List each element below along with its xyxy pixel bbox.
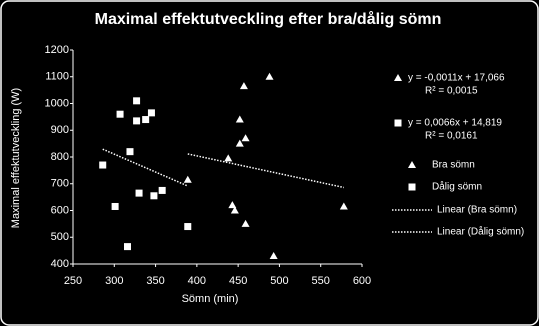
triangle-marker: [239, 82, 248, 90]
x-axis-label: Sömn (min): [182, 293, 239, 305]
triangle-marker: [408, 161, 416, 168]
square-marker: [116, 110, 124, 118]
triangle-marker: [339, 202, 348, 210]
y-tick-label: 1200: [45, 44, 69, 56]
x-tick-label: 500: [270, 275, 288, 287]
trend-equation: y = 0,0066x + 14,819: [408, 118, 502, 129]
y-tick-label: 1000: [45, 97, 69, 109]
triangle-marker: [265, 72, 274, 80]
chart-title: Maximal effektutveckling efter bra/dålig…: [95, 10, 442, 28]
x-tick-label: 350: [146, 275, 164, 287]
square-marker: [150, 192, 158, 200]
square-marker: [394, 119, 402, 127]
legend-label: Dålig sömn: [432, 181, 482, 193]
x-tick-label: 600: [353, 275, 371, 287]
square-marker: [135, 189, 143, 197]
y-axis-label: Maximal effektutveckling (W): [10, 88, 22, 228]
triangle-marker: [241, 134, 250, 142]
x-tick-label: 300: [105, 275, 123, 287]
legend-trend-label: Linear (Dålig sömn): [437, 226, 524, 238]
triangle-marker: [183, 175, 192, 183]
trend-r2: R² = 0,0015: [425, 86, 478, 97]
legend-label: Bra sömn: [432, 160, 475, 171]
x-tick-label: 550: [312, 275, 330, 287]
triangle-marker: [228, 201, 237, 209]
y-tick-label: 500: [51, 231, 69, 243]
y-tick-label: 1100: [45, 71, 69, 83]
x-tick-label: 250: [64, 275, 82, 287]
square-marker: [123, 243, 131, 251]
x-tick-label: 400: [188, 275, 206, 287]
legend-trend-label: Linear (Bra sömn): [437, 205, 517, 216]
square-marker: [142, 116, 150, 124]
triangle-marker: [241, 219, 250, 227]
trendline: [187, 153, 344, 189]
square-marker: [158, 186, 166, 194]
square-marker: [147, 109, 155, 117]
y-tick-label: 800: [51, 151, 69, 163]
square-marker: [133, 97, 141, 105]
triangle-marker: [230, 206, 239, 214]
square-marker: [126, 148, 134, 156]
square-marker: [133, 117, 141, 125]
triangle-marker: [235, 115, 244, 123]
y-tick-label: 600: [51, 204, 69, 216]
square-marker: [111, 202, 119, 210]
trend-r2: R² = 0,0161: [425, 131, 478, 142]
triangle-marker: [394, 74, 402, 81]
y-tick-label: 700: [51, 178, 69, 190]
square-marker: [408, 183, 416, 191]
y-tick-label: 400: [51, 258, 69, 270]
square-marker: [99, 161, 107, 169]
triangle-marker: [235, 139, 244, 147]
x-tick-label: 450: [229, 275, 247, 287]
triangle-marker: [269, 251, 278, 259]
trendline: [102, 148, 189, 187]
y-tick-label: 900: [51, 124, 69, 136]
trend-equation: y = -0,0011x + 17,066: [408, 73, 505, 84]
triangle-marker: [224, 154, 233, 162]
square-marker: [184, 223, 192, 231]
